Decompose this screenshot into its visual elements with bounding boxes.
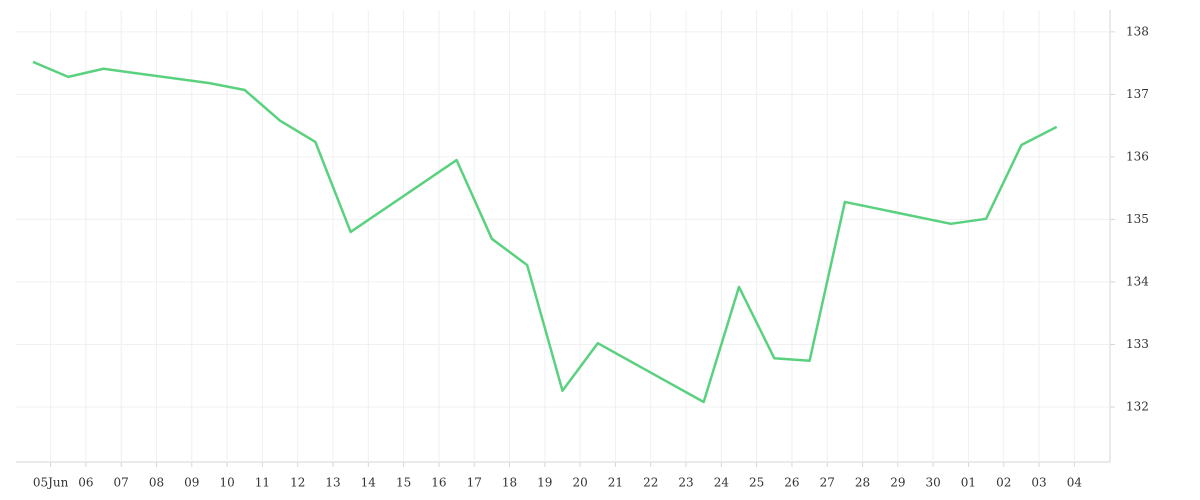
x-tick-label: 13 bbox=[325, 476, 340, 490]
x-tick-label: 24 bbox=[714, 476, 730, 490]
x-tick-label: 29 bbox=[890, 476, 905, 490]
x-tick-label: 05Jun bbox=[33, 476, 69, 490]
x-tick-label: 18 bbox=[502, 476, 517, 490]
x-tick-label: 09 bbox=[184, 476, 199, 490]
x-tick-label: 11 bbox=[255, 476, 270, 490]
y-tick-label: 134 bbox=[1126, 274, 1149, 288]
x-tick-label: 02 bbox=[996, 476, 1011, 490]
x-tick-label: 14 bbox=[361, 476, 377, 490]
x-tick-label: 23 bbox=[678, 476, 693, 490]
y-tick-label: 136 bbox=[1126, 149, 1149, 163]
x-tick-label: 15 bbox=[396, 476, 411, 490]
x-tick-label: 20 bbox=[572, 476, 587, 490]
x-tick-label: 12 bbox=[290, 476, 305, 490]
line bbox=[32, 60, 1058, 404]
x-tick-label: 03 bbox=[1031, 476, 1046, 490]
x-tick-label: 10 bbox=[219, 476, 234, 490]
x-tick-label: 08 bbox=[149, 476, 164, 490]
y-tick-label: 133 bbox=[1126, 337, 1149, 351]
x-tick-label: 16 bbox=[431, 476, 446, 490]
x-tick-label: 21 bbox=[608, 476, 623, 490]
x-tick-label: 01 bbox=[961, 476, 976, 490]
y-tick-label: 132 bbox=[1126, 399, 1149, 413]
x-tick-label: 25 bbox=[749, 476, 764, 490]
x-tick-label: 04 bbox=[1067, 476, 1083, 490]
x-tick-label: 17 bbox=[467, 476, 482, 490]
x-tick-label: 27 bbox=[820, 476, 835, 490]
x-tick-label: 22 bbox=[643, 476, 658, 490]
x-tick-label: 07 bbox=[114, 476, 129, 490]
y-tick-label: 135 bbox=[1126, 212, 1149, 226]
x-tick-label: 19 bbox=[537, 476, 552, 490]
y-tick-label: 137 bbox=[1126, 87, 1149, 101]
x-tick-label: 06 bbox=[78, 476, 93, 490]
x-tick-label: 26 bbox=[784, 476, 799, 490]
x-tick-label: 28 bbox=[855, 476, 870, 490]
y-tick-label: 138 bbox=[1126, 24, 1149, 38]
x-tick-label: 30 bbox=[925, 476, 940, 490]
